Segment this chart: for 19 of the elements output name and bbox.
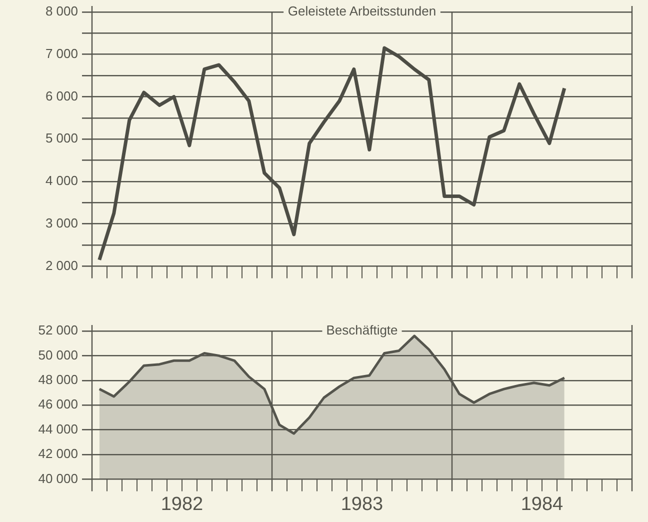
y-tick-label: 40 000 [38, 470, 78, 486]
chart-title: Beschäftigte [326, 322, 398, 338]
y-tick-label: 3 000 [45, 215, 78, 230]
x-tick-label: 1982 [160, 494, 204, 515]
y-tick-label: 44 000 [38, 421, 78, 436]
y-tick-label: 6 000 [45, 88, 78, 104]
x-tick-label: 1984 [520, 494, 564, 515]
y-tick-label: 5 000 [45, 130, 78, 146]
y-tick-label: 4 000 [45, 173, 78, 188]
x-tick-label: 1983 [340, 494, 384, 515]
y-tick-label: 42 000 [38, 446, 78, 462]
chart-title: Geleistete Arbeitsstunden [288, 4, 436, 19]
y-tick-label: 2 000 [45, 258, 78, 273]
y-tick-label: 50 000 [38, 347, 78, 362]
y-tick-label: 46 000 [38, 396, 78, 412]
y-tick-label: 7 000 [45, 46, 78, 61]
y-tick-label: 8 000 [45, 4, 78, 19]
y-tick-label: 48 000 [38, 372, 78, 387]
y-tick-label: 52 000 [38, 322, 78, 338]
